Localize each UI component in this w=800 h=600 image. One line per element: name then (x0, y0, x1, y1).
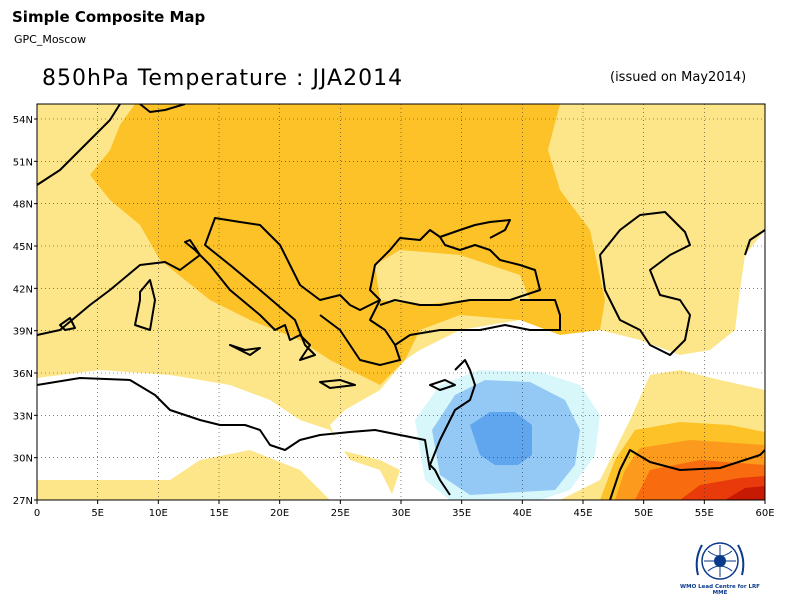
lon-label: 20E (270, 508, 289, 519)
coast-levant-red-sea (429, 359, 476, 496)
map-title: 850hPa Temperature : JJA2014 (42, 66, 404, 91)
graticule (37, 104, 765, 500)
lon-label: 15E (209, 508, 228, 519)
coast-persian-gulf (609, 449, 765, 500)
lon-label: 0 (34, 508, 40, 519)
lon-label: 60E (755, 508, 774, 519)
lon-label: 5E (91, 508, 104, 519)
lat-label: 48N (13, 200, 33, 211)
header-title: Simple Composite Map (12, 8, 206, 26)
wmo-logo-icon (695, 542, 745, 580)
field-pale-yellow-inner (375, 250, 530, 305)
field-white-north-africa (37, 370, 395, 500)
lat-label: 39N (13, 327, 33, 338)
coast-balearic (59, 317, 76, 331)
coast-black-sea (369, 229, 541, 306)
lat-label: 45N (13, 242, 33, 253)
coast-crete (319, 379, 356, 389)
field-orange-yellow (90, 104, 605, 385)
coast-france-atlantic (37, 104, 121, 186)
lat-label: 51N (13, 157, 33, 168)
coast-sicily (229, 344, 261, 356)
lon-label: 40E (513, 508, 532, 519)
coast-caspian (599, 211, 691, 356)
lon-label: 35E (452, 508, 471, 519)
lat-label: 42N (13, 284, 33, 295)
lon-label: 25E (331, 508, 350, 519)
field-mid-blue (470, 412, 532, 465)
lon-label: 10E (149, 508, 168, 519)
lon-label: 55E (695, 508, 714, 519)
field-dark-red-arabia (725, 486, 765, 500)
logo-caption: WMO Lead Centre for LRF MME (680, 584, 760, 596)
lat-label: 30N (13, 454, 33, 465)
coast-crimea-azov (439, 219, 511, 239)
lat-label: 33N (13, 411, 33, 422)
lon-label: 45E (573, 508, 592, 519)
coast-aral (744, 229, 765, 256)
coast-sardinia-corsica (134, 279, 156, 331)
lat-label: 36N (13, 369, 33, 380)
issued-date: (issued on May2014) (610, 70, 747, 85)
field-pale-yellow-sahara (170, 465, 300, 500)
shaded-anomaly-field (37, 104, 765, 500)
latitude-labels: 54N 51N 48N 45N 42N 39N 36N 33N 30N 27N (13, 115, 37, 507)
lat-label: 27N (13, 496, 33, 507)
lon-label: 50E (634, 508, 653, 519)
temperature-map: 54N 51N 48N 45N 42N 39N 36N 33N 30N 27N 0 5E 10E 15E… (13, 103, 775, 519)
header-subtitle: GPC_Moscow (14, 33, 87, 46)
coast-italy-balkans (37, 217, 401, 366)
coastlines (37, 104, 765, 500)
coast-anatolia (394, 299, 561, 346)
longitude-labels: 0 5E 10E 15E 20E 25E 30E 35E 40E 45E 50E 55E 60E (34, 500, 775, 519)
coast-north-sea (139, 104, 186, 113)
coast-north-africa (37, 377, 431, 471)
coast-cyprus (429, 379, 456, 391)
lat-label: 54N (13, 115, 33, 126)
lon-label: 30E (391, 508, 410, 519)
